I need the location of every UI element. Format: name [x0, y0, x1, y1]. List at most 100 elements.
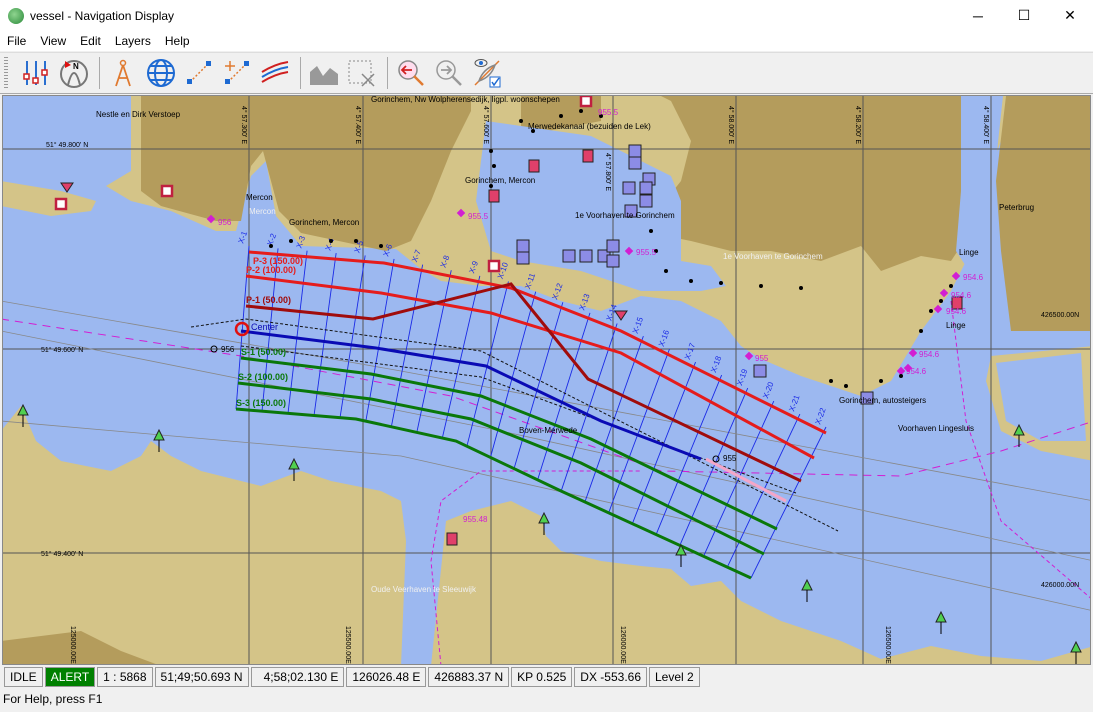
longitude-label: 4° 57.400' E	[354, 106, 362, 144]
menu-help[interactable]: Help	[164, 34, 190, 48]
chart-symbols	[17, 96, 1082, 664]
menu-edit[interactable]: Edit	[80, 34, 101, 48]
menu-view[interactable]: View	[40, 34, 67, 48]
mooring-dot-icon	[919, 329, 923, 333]
cross-section-label: X-3	[295, 234, 308, 249]
cross-section-line	[441, 275, 481, 439]
no-entry-sign-icon	[582, 149, 594, 163]
longitude-label: 4° 58.000' E	[727, 106, 735, 144]
minimize-button[interactable]: ─	[973, 7, 983, 24]
cross-section-line	[608, 348, 670, 513]
latitude-label: 51° 49.400' N	[41, 550, 83, 558]
cross-section-line	[390, 264, 424, 427]
cross-section-line	[560, 323, 618, 492]
cross-section-label: X-9	[467, 259, 480, 274]
status-easting: 126026.48 E	[346, 667, 427, 687]
cross-section-line	[287, 250, 308, 414]
zoom-forward-icon[interactable]	[431, 55, 467, 91]
fairway-boundary	[3, 420, 1090, 611]
clear-selection-icon[interactable]	[344, 55, 380, 91]
berth-square-icon	[639, 194, 653, 208]
mooring-dot-icon	[664, 269, 668, 273]
depth-label: 955	[755, 354, 769, 363]
longitude-label: 4° 57.300' E	[240, 106, 248, 144]
latitude-label: 51° 49.800' N	[46, 141, 88, 149]
beacon-square-icon	[487, 259, 501, 273]
status-northing: 426883.37 N	[428, 667, 510, 687]
title-bar: vessel - Navigation Display ─ ☐ ✕	[0, 0, 1093, 31]
sliders-icon[interactable]	[18, 55, 54, 91]
cross-section-label: X-4	[324, 236, 337, 251]
grid-easting-label: 125500.00E	[344, 626, 351, 664]
profile-chart-icon[interactable]	[306, 55, 342, 91]
toolbar-grip[interactable]	[4, 57, 8, 89]
zoom-back-icon[interactable]	[393, 55, 429, 91]
add-route-point-icon[interactable]	[219, 55, 255, 91]
mooring-dot-icon	[269, 244, 273, 248]
menu-bar: File View Edit Layers Help	[0, 31, 1093, 51]
depth-label: 955.5	[598, 108, 619, 117]
no-entry-sign-icon	[951, 296, 963, 310]
toolbar: N	[0, 52, 1093, 94]
depth-diamond-icon	[456, 208, 466, 218]
place-label: 1e Voorhaven te Gorinchem	[575, 211, 675, 220]
recommended-track	[950, 300, 1090, 599]
cross-section-line	[416, 270, 452, 433]
route-line-icon[interactable]	[181, 55, 217, 91]
fairway-lines	[3, 300, 1090, 664]
cross-section-label: X-6	[381, 242, 394, 257]
berth-square-icon	[753, 364, 767, 378]
mooring-dot-icon	[649, 229, 653, 233]
depth-diamond-icon	[206, 214, 216, 224]
parallel-lines-icon[interactable]	[257, 55, 293, 91]
place-label: Oude Veerhaven te Sleeuwijk	[371, 585, 477, 594]
mooring-dot-icon	[559, 114, 563, 118]
mooring-dot-icon	[799, 286, 803, 290]
place-label: Gorinchem, Mercon	[465, 176, 535, 185]
cross-section-line	[261, 248, 279, 412]
longitude-label: 4° 57.800' E	[604, 153, 612, 191]
place-label: Peterbrug	[999, 203, 1034, 212]
status-longitude: 4;58;02.130 E	[250, 667, 345, 687]
berth-square-icon	[639, 181, 653, 195]
latitude-label: 51° 49.600' N	[41, 346, 83, 354]
menu-file[interactable]: File	[7, 34, 27, 48]
grid-easting-label: 126500.00E	[884, 626, 891, 664]
berth-square-icon	[606, 239, 620, 253]
mooring-dot-icon	[489, 184, 493, 188]
land-lower-right	[431, 501, 1090, 664]
svg-text:N: N	[73, 62, 79, 71]
place-label: Merwedekanaal (bezuiden de Lek)	[528, 122, 651, 131]
depth-label: 955.5	[636, 248, 657, 257]
offset-label: S-3 (150.00)	[236, 398, 286, 408]
mooring-dot-icon	[489, 149, 493, 153]
land-lower-left	[3, 406, 406, 664]
longitude-label: 4° 57.600' E	[482, 106, 490, 144]
maximize-button[interactable]: ☐	[1017, 7, 1031, 23]
place-label: 1e Voorhaven te Gorinchem	[723, 252, 823, 261]
status-alert: ALERT	[44, 667, 96, 687]
land-left-pier	[3, 181, 96, 216]
status-scale: 1 : 5868	[97, 667, 153, 687]
cross-section-line	[313, 253, 337, 416]
compass-divider-icon[interactable]	[105, 55, 141, 91]
depth-label: 956	[218, 218, 232, 227]
place-label: Gorinchem, autosteigers	[839, 396, 926, 405]
depth-diamond-icon	[939, 288, 949, 298]
menu-layers[interactable]: Layers	[114, 34, 151, 48]
close-button[interactable]: ✕	[1064, 7, 1076, 23]
visibility-toggle-icon[interactable]	[469, 55, 505, 91]
chart-map-view[interactable]: X-1 X-2 X-3 X-4 X-5 X-6 X-7 X-8 X-9 X-10 X-11 X-12 X…	[2, 95, 1091, 665]
depth-label: 955.48	[463, 515, 488, 524]
mooring-dot-icon	[939, 299, 943, 303]
offset-line-p3	[248, 250, 827, 435]
north-arrow-icon[interactable]: N	[56, 55, 92, 91]
depth-label: 956	[221, 345, 235, 354]
cross-section-label: X-8	[439, 254, 452, 269]
mooring-dot-icon	[719, 281, 723, 285]
globe-icon[interactable]	[143, 55, 179, 91]
window-title: vessel - Navigation Display	[30, 8, 175, 23]
center-label: Center	[251, 322, 278, 332]
depth-label: 954.6	[906, 367, 927, 376]
route-buffer-dashed	[190, 318, 839, 532]
